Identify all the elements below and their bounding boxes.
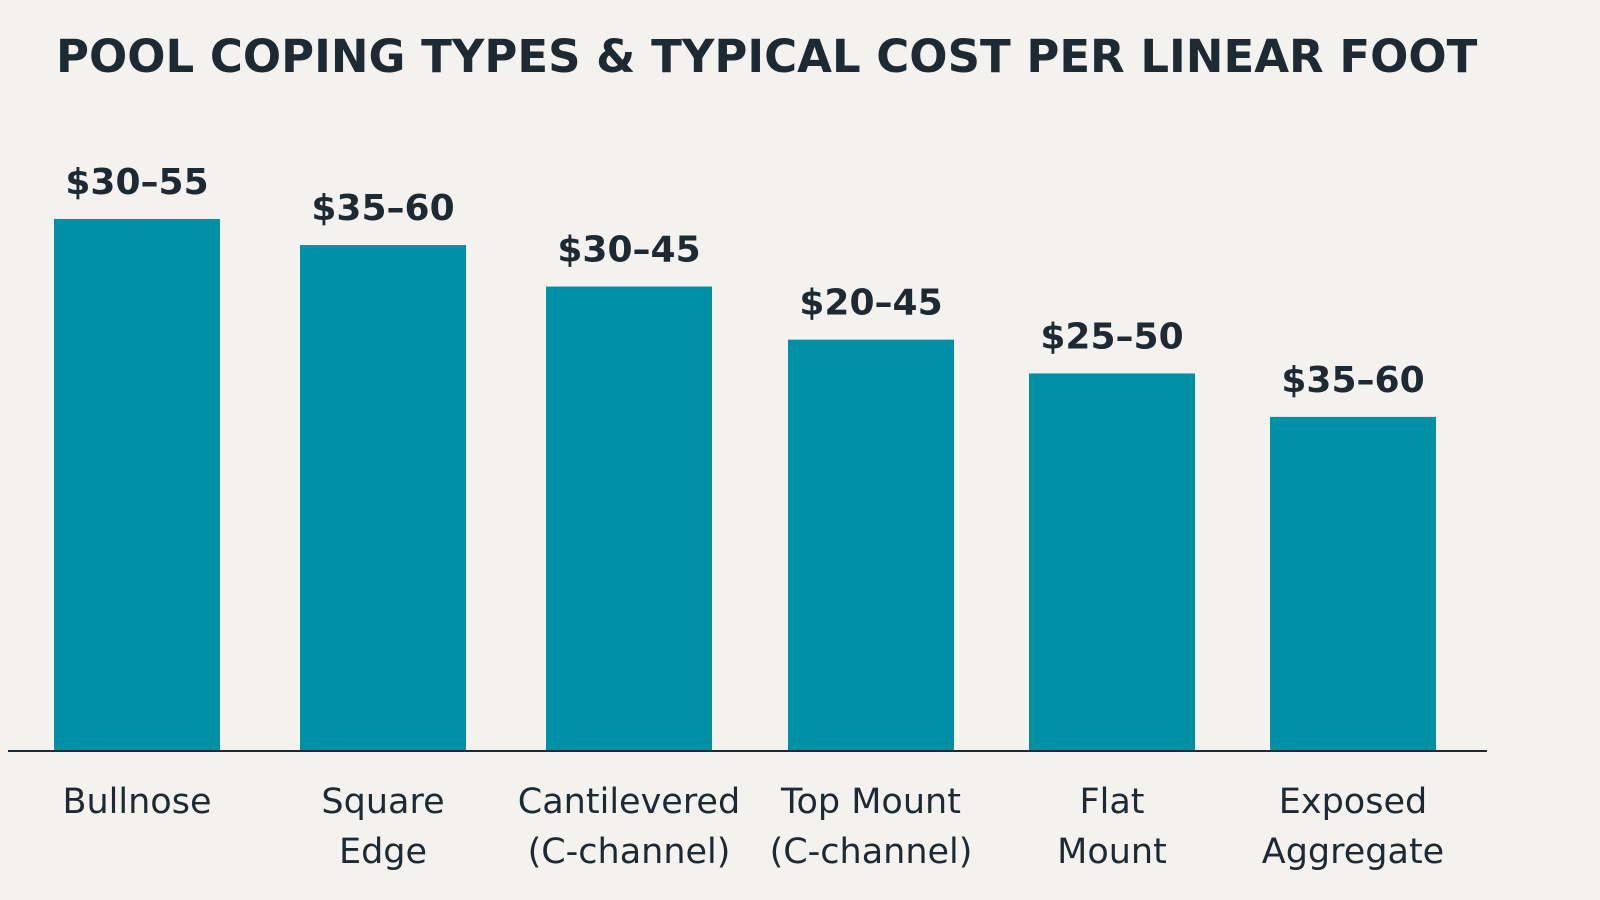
- chart-title: POOL COPING TYPES & TYPICAL COST PER LIN…: [56, 30, 1478, 83]
- category-label-1-line-0: Square: [321, 782, 444, 822]
- category-label-3-line-0: Top Mount: [780, 782, 961, 822]
- bar-4: [1029, 373, 1195, 750]
- category-label-4-line-0: Flat: [1079, 782, 1144, 822]
- category-label-0-line-0: Bullnose: [62, 782, 211, 822]
- value-label-2: $30–45: [557, 230, 700, 271]
- category-label-5-line-1: Aggregate: [1262, 832, 1444, 872]
- value-label-3: $20–45: [799, 283, 942, 324]
- bar-0: [54, 218, 220, 750]
- category-label-3-line-1: (C-channel): [770, 832, 973, 872]
- bar-5: [1270, 416, 1436, 750]
- bar-3: [788, 339, 954, 750]
- category-label-5-line-0: Exposed: [1279, 782, 1427, 822]
- category-labels: Bullnose Square Edge Cantilevered (C-channel…: [62, 782, 1444, 872]
- bar-2: [546, 286, 712, 750]
- category-label-4-line-1: Mount: [1057, 832, 1167, 872]
- value-label-1: $35–60: [311, 188, 454, 229]
- value-label-5: $35–60: [1281, 360, 1424, 401]
- value-label-4: $25–50: [1040, 316, 1183, 357]
- category-label-2-line-1: (C-channel): [528, 832, 731, 872]
- value-labels: $30–55 $35–60 $30–45 $20–45 $25–50 $35–60: [65, 162, 1424, 401]
- bar-1: [300, 245, 466, 750]
- category-label-2-line-0: Cantilevered: [518, 782, 740, 822]
- bars: [54, 218, 1436, 750]
- value-label-0: $30–55: [65, 162, 208, 203]
- category-label-1-line-1: Edge: [339, 832, 427, 872]
